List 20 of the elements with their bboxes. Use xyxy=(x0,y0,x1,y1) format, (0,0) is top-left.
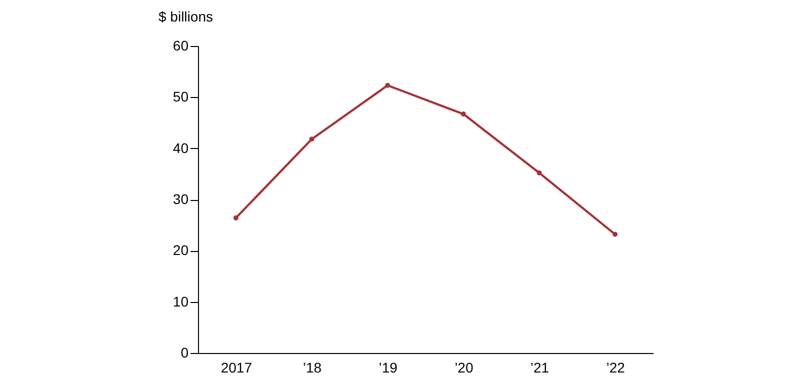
point xyxy=(385,82,390,88)
y-axis-title: $ billions xyxy=(158,8,213,24)
x-tick-label: ’18 xyxy=(302,360,322,376)
x-tick-label: ’19 xyxy=(378,360,398,376)
point xyxy=(309,136,314,142)
y-tick-label: 60 xyxy=(172,38,189,54)
point xyxy=(536,170,542,176)
y-tick-label: 10 xyxy=(172,293,189,310)
y-tick-label: 0 xyxy=(180,344,189,360)
y-tick-label: 30 xyxy=(172,191,189,207)
x-tick-label: 2017 xyxy=(220,360,252,376)
y-tick-label: 20 xyxy=(172,242,189,258)
x-tick-label: ’21 xyxy=(530,360,550,376)
x-tick-label: ’20 xyxy=(454,360,474,376)
y-tick-label: 50 xyxy=(172,88,189,105)
point xyxy=(612,232,618,237)
point xyxy=(460,112,466,117)
point xyxy=(233,215,238,220)
x-tick-label: ’22 xyxy=(606,360,626,376)
y-tick-label: 40 xyxy=(172,140,189,156)
